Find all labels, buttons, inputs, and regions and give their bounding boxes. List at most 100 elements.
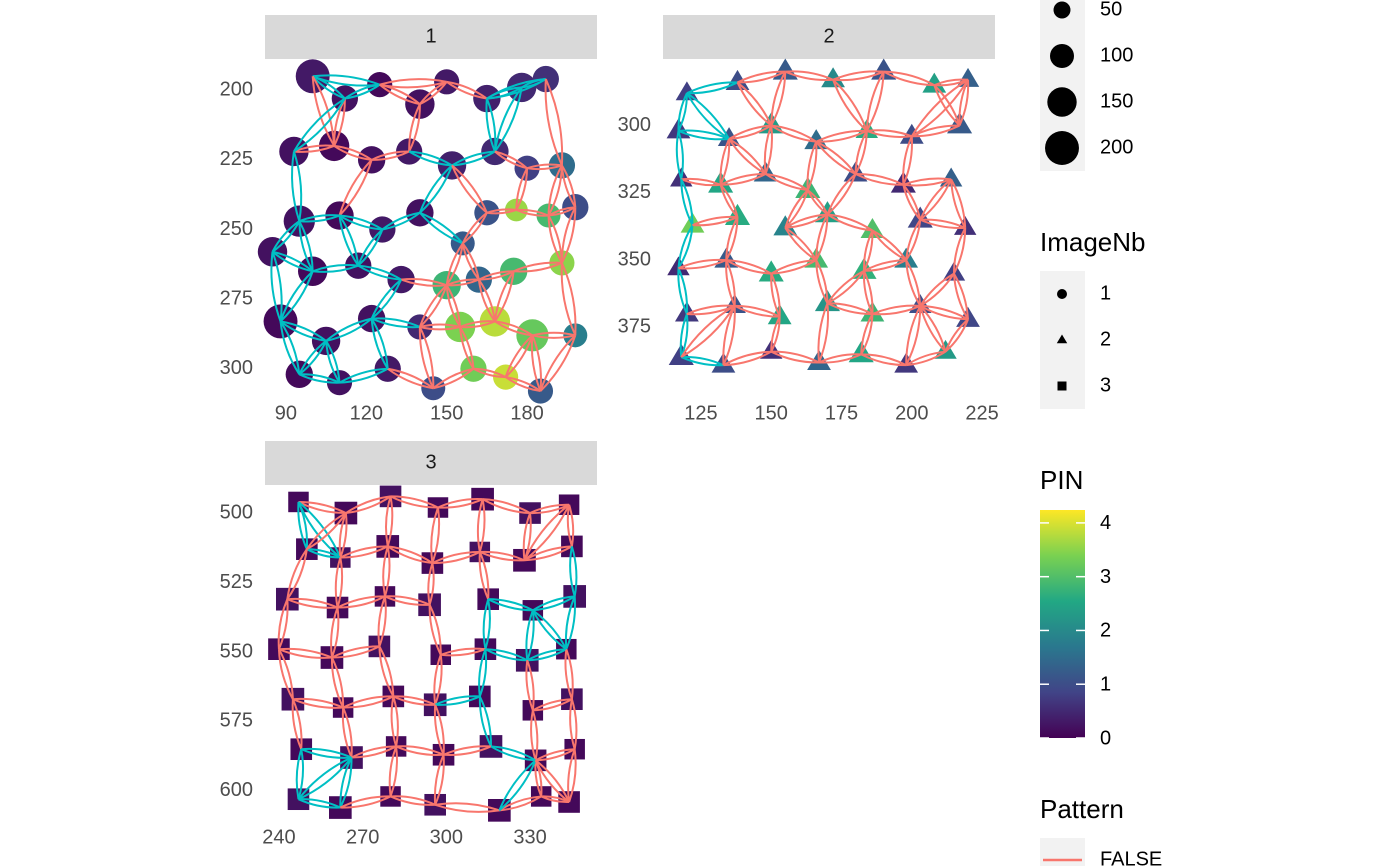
- edge: [933, 84, 961, 127]
- edge: [862, 230, 874, 271]
- x-tick-label: 300: [430, 826, 463, 848]
- edge: [678, 259, 727, 270]
- edge: [451, 150, 495, 167]
- colorbar-label: 2: [1100, 620, 1111, 642]
- edge: [567, 748, 576, 803]
- edge: [379, 80, 447, 89]
- edge: [826, 173, 857, 215]
- edge: [386, 496, 394, 547]
- x-tick-label: 120: [350, 402, 383, 424]
- edge: [763, 125, 773, 175]
- edge: [529, 503, 570, 514]
- edge: [911, 124, 960, 138]
- edge: [446, 80, 488, 100]
- edge: [427, 562, 434, 605]
- edge: [535, 759, 571, 803]
- edge: [419, 284, 448, 328]
- legend-key: [1047, 87, 1077, 117]
- edge: [339, 512, 348, 558]
- edge: [540, 795, 570, 804]
- edge: [494, 87, 523, 153]
- edge: [866, 129, 912, 138]
- edge: [770, 316, 781, 352]
- edge: [770, 71, 787, 126]
- edge: [832, 79, 868, 132]
- edge: [516, 208, 549, 217]
- edge: [428, 604, 442, 656]
- edge: [719, 184, 739, 218]
- edge: [905, 305, 922, 366]
- edge: [278, 647, 333, 659]
- edge: [435, 802, 500, 812]
- edge: [722, 350, 772, 367]
- edge: [490, 745, 537, 762]
- legend-key: [1050, 44, 1074, 68]
- edge: [451, 165, 488, 214]
- edge: [534, 759, 570, 803]
- edge: [419, 81, 448, 106]
- strip-label: 2: [823, 25, 834, 47]
- edge: [351, 745, 397, 759]
- edge: [433, 754, 445, 805]
- edge: [905, 260, 922, 307]
- edge: [337, 595, 386, 609]
- edge: [378, 596, 387, 647]
- edge: [291, 699, 303, 750]
- edge: [451, 164, 488, 214]
- edge: [443, 745, 492, 756]
- colorbar-label: 4: [1100, 512, 1111, 534]
- edge: [340, 795, 391, 809]
- edge: [459, 320, 496, 329]
- edge: [476, 498, 484, 553]
- edge: [377, 596, 386, 647]
- edge: [478, 270, 514, 281]
- edge: [826, 270, 865, 305]
- edge: [343, 695, 394, 709]
- edge: [862, 270, 874, 315]
- edge: [445, 242, 464, 286]
- edge: [865, 71, 885, 132]
- edge: [531, 334, 542, 392]
- edge: [295, 748, 303, 800]
- edge: [919, 218, 966, 229]
- edge: [678, 129, 730, 141]
- edge: [484, 599, 491, 650]
- edge: [297, 501, 308, 550]
- edge: [482, 598, 490, 650]
- edge: [434, 654, 443, 706]
- edge: [325, 317, 372, 342]
- edge: [382, 546, 389, 597]
- edge: [524, 545, 573, 562]
- edge: [390, 795, 436, 806]
- edge: [515, 209, 549, 217]
- edge: [719, 184, 739, 218]
- edge: [278, 599, 289, 650]
- edge: [784, 227, 817, 261]
- edge: [818, 303, 830, 363]
- edge: [920, 218, 966, 229]
- legend-title: Pattern: [1040, 794, 1124, 824]
- edge: [686, 81, 738, 95]
- edge: [561, 164, 577, 208]
- edge: [482, 498, 531, 515]
- edge: [515, 168, 529, 211]
- edge: [902, 184, 921, 221]
- point: [922, 72, 947, 93]
- edge: [919, 305, 947, 353]
- edge: [523, 545, 572, 562]
- edge: [338, 159, 373, 217]
- edge: [312, 264, 359, 273]
- edge: [944, 319, 969, 353]
- legend-title: PIN: [1040, 465, 1083, 495]
- edge: [784, 189, 809, 229]
- edge: [418, 326, 435, 389]
- x-tick-label: 330: [513, 826, 546, 848]
- edge: [437, 498, 484, 509]
- edge: [784, 226, 818, 261]
- edge: [392, 695, 436, 706]
- edge: [297, 749, 305, 800]
- edge: [490, 745, 536, 762]
- edge: [680, 356, 724, 367]
- edge: [330, 657, 345, 708]
